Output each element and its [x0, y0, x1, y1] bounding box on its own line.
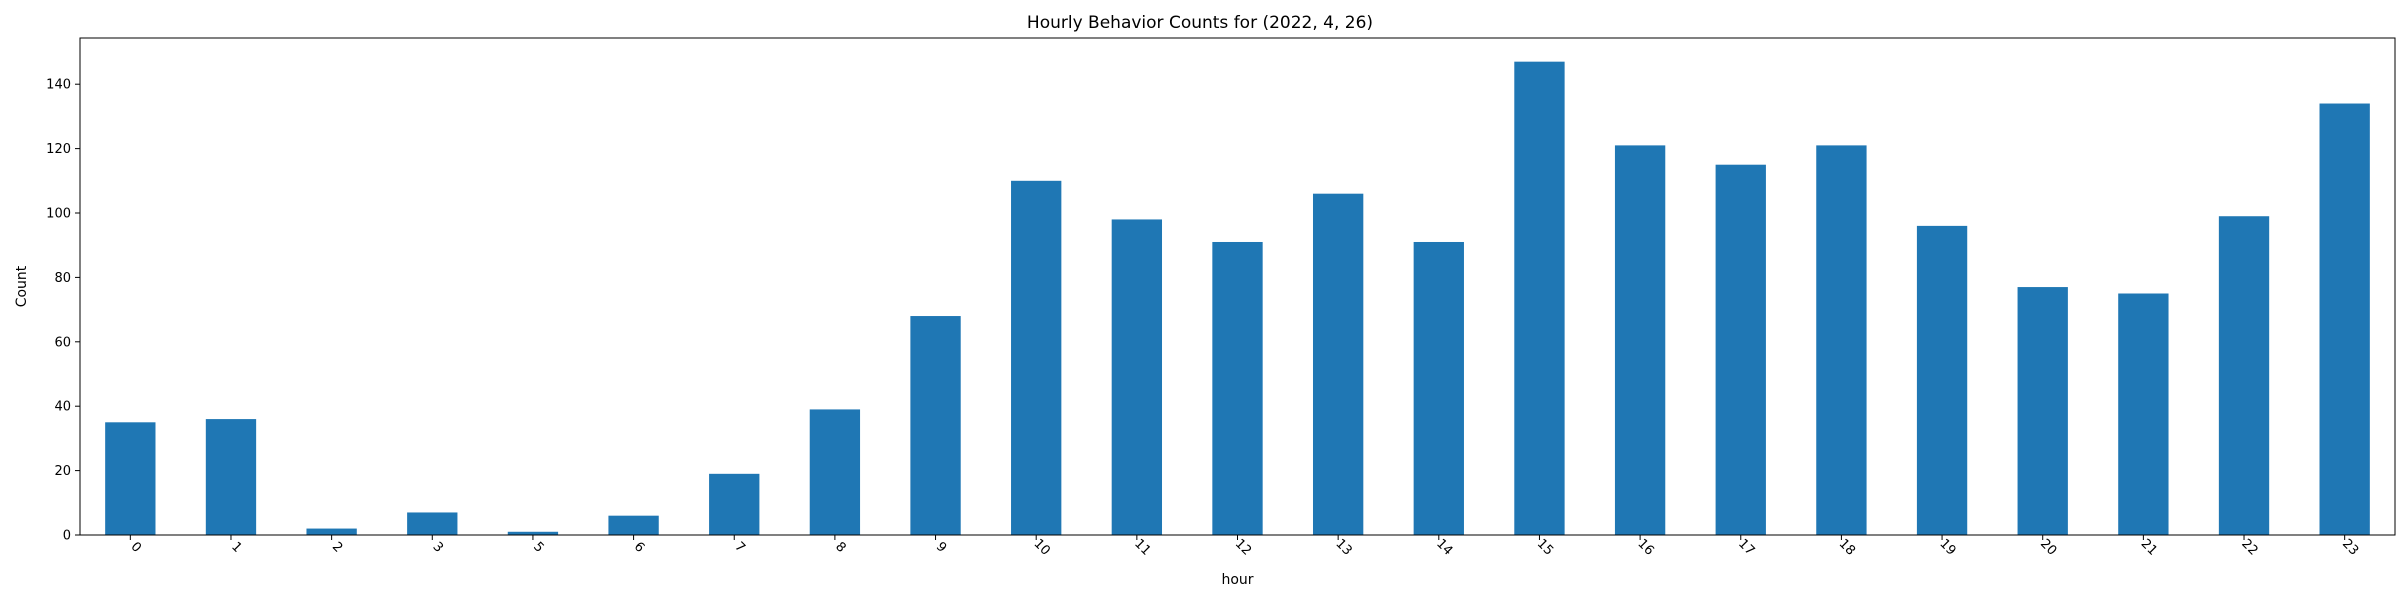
x-tick-label: 21: [2138, 536, 2160, 558]
x-tick-label: 0: [128, 539, 144, 555]
y-tick-label: 60: [54, 335, 71, 350]
y-tick-label: 140: [46, 78, 71, 93]
x-tick-label: 20: [2037, 536, 2059, 558]
bar-hour-7: [709, 473, 760, 535]
bar-hour-23: [2319, 103, 2370, 536]
x-tick-label: 17: [1735, 536, 1757, 558]
y-axis-label: Count: [14, 265, 30, 307]
x-tick-label: 11: [1131, 536, 1153, 558]
x-tick-label: 8: [832, 539, 848, 555]
x-tick-label: 18: [1836, 536, 1858, 558]
x-axis: 0 1 2 3 5 6 7 8 9 10 11 12 13 14 15 16 17 18 19 20 21 22 23: [128, 535, 2361, 559]
y-tick-label: 40: [54, 400, 71, 415]
bar-hour-20: [2017, 287, 2068, 535]
x-tick-label: 14: [1433, 536, 1455, 558]
y-tick-label: 80: [54, 271, 71, 286]
bar-hour-10: [1011, 180, 1062, 535]
bar-hour-15: [1514, 61, 1565, 536]
x-tick-label: 12: [1232, 536, 1254, 558]
bar-hour-0: [105, 422, 156, 535]
bar-hour-6: [608, 515, 659, 535]
y-tick-label: 100: [46, 207, 71, 222]
bar-hour-19: [1916, 225, 1968, 536]
x-tick-label: 16: [1634, 536, 1656, 558]
bar-hour-21: [2118, 293, 2169, 535]
bars-layer: [105, 61, 2370, 536]
bar-hour-18: [1816, 145, 1867, 535]
y-axis: 0 20 40 60 80 100 120 140: [46, 78, 80, 544]
x-tick-label: 6: [631, 539, 647, 555]
bar-hour-8: [809, 409, 861, 535]
bar-hour-5: [507, 531, 559, 535]
bar-hour-14: [1413, 241, 1464, 535]
x-tick-label: 19: [1936, 536, 1958, 558]
x-tick-label: 9: [933, 539, 949, 555]
x-axis-label: hour: [1221, 572, 1253, 588]
x-tick-label: 23: [2339, 536, 2361, 558]
x-tick-label: 13: [1332, 536, 1354, 558]
y-tick-label: 120: [46, 142, 71, 157]
x-tick-label: 10: [1031, 536, 1053, 558]
x-tick-label: 2: [329, 539, 345, 555]
bar-hour-1: [205, 419, 257, 535]
x-tick-label: 3: [430, 539, 446, 555]
bar-hour-9: [910, 316, 961, 535]
y-tick-label: 20: [54, 464, 71, 479]
bar-hour-3: [407, 512, 458, 535]
bar-hour-13: [1312, 193, 1364, 535]
bar-hour-17: [1715, 164, 1766, 536]
x-tick-label: 22: [2238, 536, 2260, 558]
x-tick-label: 7: [731, 539, 747, 555]
bar-hour-12: [1212, 241, 1263, 535]
x-tick-label: 15: [1534, 536, 1556, 558]
plot-frame: [79, 37, 2396, 536]
x-tick-label: 1: [228, 539, 244, 555]
y-tick-label: 0: [63, 529, 71, 544]
x-tick-label: 5: [530, 539, 546, 555]
bar-hour-16: [1614, 145, 1666, 535]
bar-hour-22: [2218, 216, 2270, 535]
bar-hour-11: [1111, 219, 1163, 535]
chart-title: Hourly Behavior Counts for (2022, 4, 26): [1027, 13, 1373, 33]
bar-hour-2: [306, 528, 357, 535]
